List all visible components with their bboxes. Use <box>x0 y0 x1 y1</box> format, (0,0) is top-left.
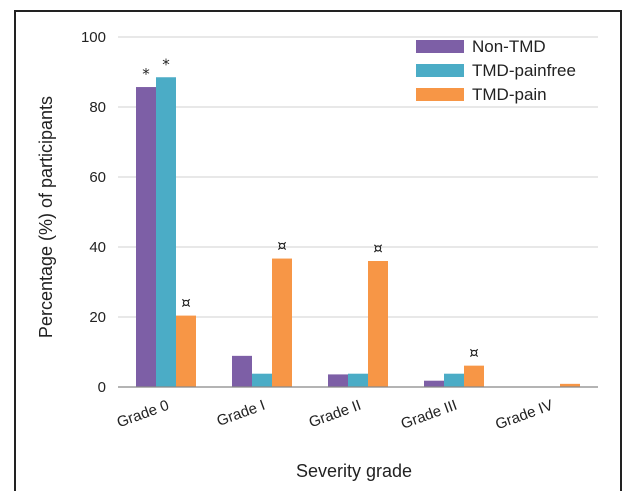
figure-frame <box>14 10 622 491</box>
x-tick-label: Grade 0 <box>115 397 172 432</box>
y-axis-title: Percentage (%) of participants <box>36 96 56 338</box>
significance-marker: ¤ <box>277 237 287 255</box>
significance-marker: * <box>162 55 170 73</box>
significance-marker: ¤ <box>373 239 383 257</box>
bars <box>136 77 580 388</box>
y-tick-label: 80 <box>89 99 106 116</box>
y-tick-labels: 0 20 40 60 80 100 <box>81 29 106 396</box>
bar-tmd-pain-4 <box>560 383 580 387</box>
bar-tmd-painfree-1 <box>252 373 272 387</box>
significance-markers: * * ¤ ¤ ¤ ¤ <box>142 55 479 361</box>
significance-marker: ¤ <box>181 294 191 312</box>
legend-label: TMD-pain <box>472 85 547 104</box>
x-tick-labels: Grade 0 Grade I Grade II Grade III Grade IV <box>115 397 556 434</box>
legend: Non-TMD TMD-painfree TMD-pain <box>416 37 576 104</box>
y-tick-label: 0 <box>98 379 106 396</box>
y-tick-label: 40 <box>89 239 106 256</box>
y-tick-label: 20 <box>89 309 106 326</box>
x-axis-title: Severity grade <box>296 461 412 481</box>
legend-label: Non-TMD <box>472 37 546 56</box>
x-tick-label: Grade III <box>399 397 460 433</box>
significance-marker: ¤ <box>469 344 479 362</box>
bar-non-tmd-1 <box>232 355 252 387</box>
bar-tmd-pain-2 <box>368 261 388 387</box>
y-tick-label: 100 <box>81 29 106 46</box>
legend-label: TMD-painfree <box>472 61 576 80</box>
bar-tmd-pain-3 <box>464 365 484 387</box>
bar-non-tmd-2 <box>328 374 348 387</box>
y-tick-label: 60 <box>89 169 106 186</box>
bar-tmd-painfree-3 <box>444 373 464 387</box>
x-tick-label: Grade IV <box>493 397 555 434</box>
bar-non-tmd-3 <box>424 380 444 387</box>
legend-swatch <box>416 40 464 53</box>
bar-tmd-painfree-2 <box>348 373 368 387</box>
bar-non-tmd-0 <box>136 87 156 388</box>
legend-swatch <box>416 64 464 77</box>
bar-tmd-pain-1 <box>272 258 292 387</box>
gridlines <box>118 36 598 318</box>
x-tick-label: Grade I <box>215 397 268 430</box>
bar-tmd-painfree-0 <box>156 77 176 387</box>
bar-tmd-pain-0 <box>176 315 196 387</box>
x-tick-label: Grade II <box>307 397 364 432</box>
legend-swatch <box>416 88 464 101</box>
significance-marker: * <box>142 65 150 83</box>
